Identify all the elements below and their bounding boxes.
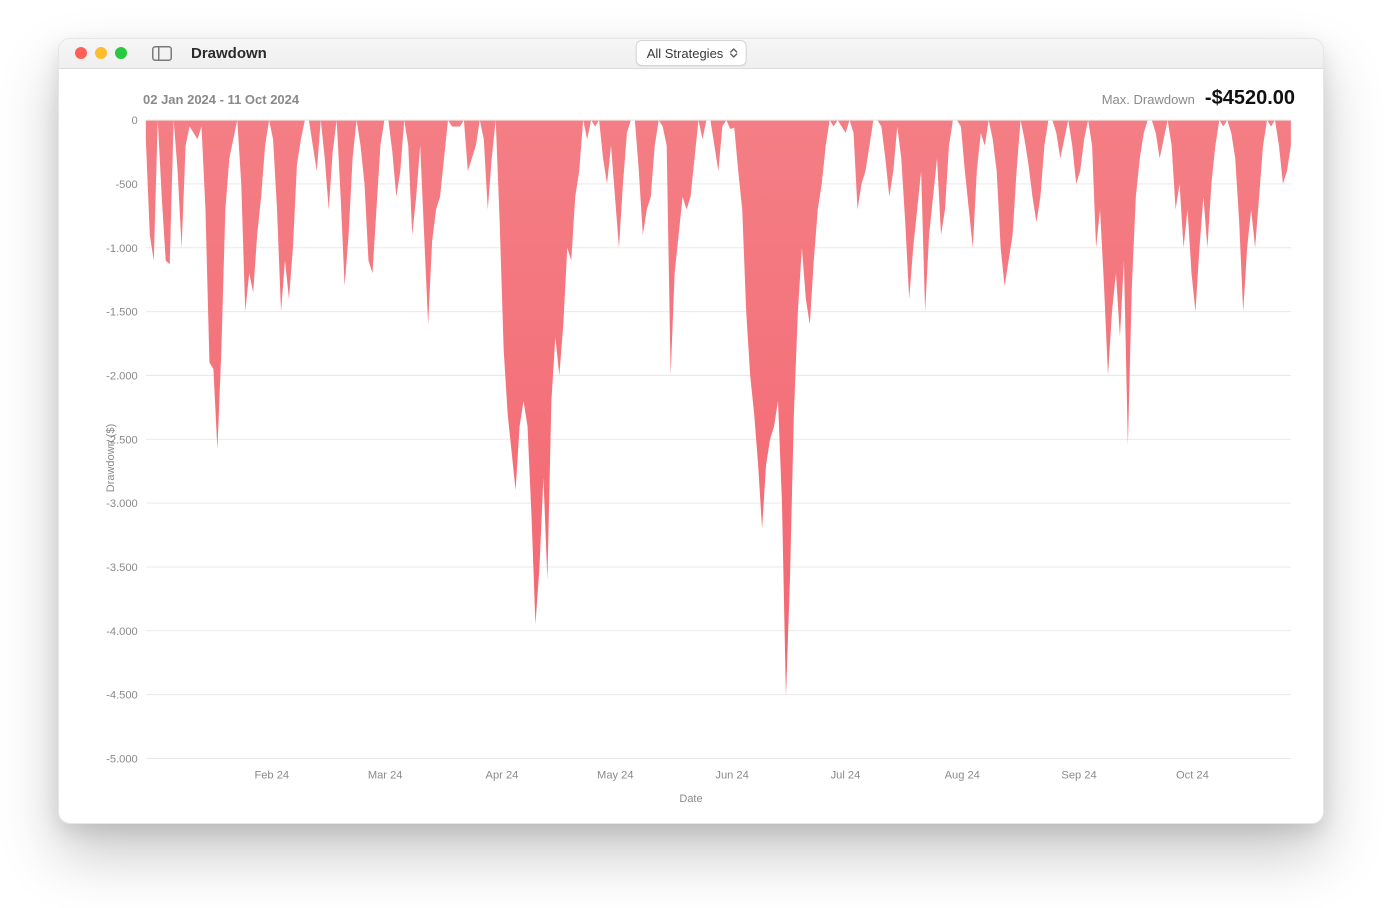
close-icon[interactable] [75,47,87,59]
sidebar-toggle-icon[interactable] [149,43,175,63]
traffic-lights [75,47,127,59]
content-area: 02 Jan 2024 - 11 Oct 2024 Max. Drawdown … [59,69,1323,823]
drawdown-chart: 0-500-1.000-1.500-2.000-2.500-3.000-3.50… [83,114,1299,803]
svg-text:-4.000: -4.000 [106,626,138,638]
svg-text:Feb 24: Feb 24 [254,770,289,782]
app-window: Drawdown All Strategies 02 Jan 2024 - 11… [58,38,1324,824]
svg-text:Jul 24: Jul 24 [831,770,861,782]
svg-text:-5.000: -5.000 [106,753,138,765]
svg-text:-4.500: -4.500 [106,690,138,702]
chart-container: Drawdown ($) 0-500-1.000-1.500-2.000-2.5… [83,114,1299,803]
svg-text:-3.500: -3.500 [106,562,138,574]
svg-text:Mar 24: Mar 24 [368,770,403,782]
svg-text:May 24: May 24 [597,770,633,782]
x-axis-label: Date [679,793,702,805]
date-range: 02 Jan 2024 - 11 Oct 2024 [143,92,299,107]
window-title: Drawdown [191,45,267,62]
svg-text:Aug 24: Aug 24 [945,770,980,782]
info-bar: 02 Jan 2024 - 11 Oct 2024 Max. Drawdown … [83,87,1299,110]
strategy-dropdown[interactable]: All Strategies [636,40,747,66]
max-drawdown-label: Max. Drawdown [1102,92,1195,107]
chevron-updown-icon [729,48,737,58]
minimize-icon[interactable] [95,47,107,59]
titlebar: Drawdown All Strategies [59,39,1323,69]
svg-text:Apr 24: Apr 24 [486,770,519,782]
y-axis-label: Drawdown ($) [105,424,117,492]
svg-text:-500: -500 [115,179,137,191]
maximize-icon[interactable] [115,47,127,59]
svg-text:Oct 24: Oct 24 [1176,770,1209,782]
svg-text:-3.000: -3.000 [106,498,138,510]
svg-text:Jun 24: Jun 24 [715,770,748,782]
svg-text:0: 0 [132,115,138,127]
strategy-dropdown-label: All Strategies [647,46,724,61]
svg-text:Sep 24: Sep 24 [1061,770,1096,782]
svg-text:-1.500: -1.500 [106,307,138,319]
max-drawdown-value: -$4520.00 [1205,87,1295,110]
svg-text:-1.000: -1.000 [106,243,138,255]
svg-text:-2.000: -2.000 [106,370,138,382]
max-drawdown: Max. Drawdown -$4520.00 [1102,87,1295,110]
